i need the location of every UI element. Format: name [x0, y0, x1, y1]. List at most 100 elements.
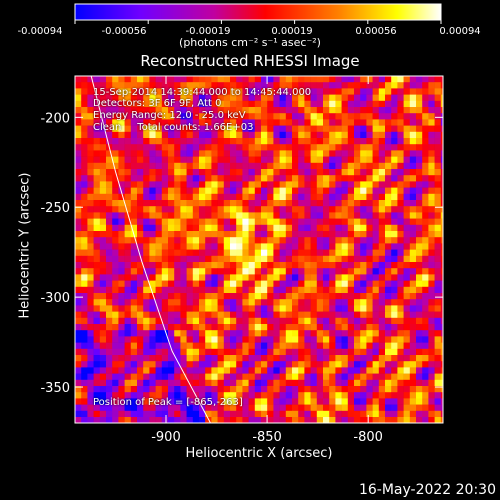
heatmap-cell: [397, 150, 404, 157]
heatmap-cell: [174, 144, 181, 151]
heatmap-cell: [267, 193, 274, 201]
heatmap-cell: [137, 255, 144, 263]
heatmap-cell: [397, 286, 404, 294]
heatmap-cell: [248, 330, 256, 337]
heatmap-cell: [391, 206, 398, 213]
heatmap-cell: [93, 348, 101, 356]
heatmap-cell: [428, 293, 435, 300]
heatmap-cell: [192, 324, 200, 331]
heatmap-cell: [199, 138, 206, 145]
heatmap-cell: [192, 386, 200, 393]
heatmap-cell: [248, 243, 256, 250]
heatmap-cell: [372, 100, 380, 108]
heatmap-cell: [298, 138, 305, 145]
heatmap-cell: [385, 212, 392, 219]
heatmap-cell: [310, 317, 318, 325]
heatmap-cell: [75, 336, 82, 343]
heatmap-cell: [403, 249, 411, 257]
heatmap-cell: [106, 212, 113, 219]
heatmap-cell: [323, 218, 330, 226]
heatmap-cell: [434, 410, 442, 418]
heatmap-cell: [391, 255, 398, 263]
heatmap-cell: [230, 218, 237, 226]
heatmap-cell: [304, 417, 311, 423]
heatmap-cell: [99, 317, 107, 325]
heatmap-cell: [261, 392, 268, 399]
heatmap-cell: [205, 218, 212, 226]
heatmap-cell: [87, 249, 94, 257]
colorbar-tick-label: -0.00094: [18, 26, 63, 37]
heatmap-cell: [285, 367, 293, 374]
heatmap-cell: [440, 169, 443, 176]
heatmap-cell: [168, 76, 175, 83]
heatmap-cell: [199, 342, 206, 350]
heatmap-cell: [347, 392, 355, 399]
heatmap-cell: [310, 293, 318, 300]
heatmap-cell: [310, 299, 318, 306]
heatmap-cell: [422, 398, 429, 405]
heatmap-cell: [261, 268, 268, 275]
heatmap-cell: [298, 311, 305, 319]
heatmap-cell: [242, 243, 249, 250]
heatmap-cell: [366, 355, 373, 362]
heatmap-cell: [397, 373, 404, 381]
heatmap-cell: [137, 107, 144, 114]
heatmap-cell: [378, 311, 386, 319]
heatmap-cell: [137, 417, 144, 423]
colorbar-tick-label: -0.00019: [186, 26, 231, 37]
heatmap-cell: [236, 311, 243, 319]
heatmap-cell: [137, 243, 144, 250]
heatmap-cell: [205, 237, 212, 244]
heatmap-cell: [223, 293, 231, 300]
heatmap-cell: [354, 100, 361, 108]
heatmap-cell: [292, 386, 299, 393]
heatmap-cell: [323, 311, 330, 319]
heatmap-cell: [124, 336, 132, 343]
heatmap-cell: [137, 100, 144, 108]
heatmap-cell: [323, 398, 330, 405]
heatmap-cell: [316, 311, 324, 319]
heatmap-cell: [329, 255, 336, 263]
heatmap-cell: [199, 169, 206, 176]
heatmap-cell: [168, 336, 175, 343]
heatmap-cell: [273, 299, 280, 306]
heatmap-cell: [366, 82, 373, 89]
heatmap-cell: [236, 336, 243, 343]
heatmap-cell: [422, 187, 429, 195]
heatmap-cell: [409, 200, 417, 207]
heatmap-cell: [242, 373, 249, 381]
heatmap-cell: [397, 330, 404, 337]
heatmap-cell: [304, 299, 311, 306]
heatmap-cell: [409, 410, 417, 418]
heatmap-cell: [378, 243, 386, 250]
heatmap-cell: [341, 200, 349, 207]
heatmap-cell: [99, 107, 107, 114]
heatmap-cell: [335, 367, 342, 374]
heatmap-cell: [298, 212, 305, 219]
heatmap-cell: [267, 404, 274, 412]
heatmap-cell: [180, 107, 187, 114]
heatmap-cell: [391, 317, 398, 325]
heatmap-cell: [298, 113, 305, 120]
y-axis-label: Heliocentric Y (arcsec): [17, 172, 33, 319]
heatmap-cell: [75, 237, 82, 244]
heatmap-cell: [230, 156, 237, 164]
heatmap-cell: [385, 311, 392, 319]
heatmap-cell: [378, 299, 386, 306]
heatmap-cell: [149, 268, 156, 275]
heatmap-cell: [143, 193, 150, 201]
heatmap-cell: [87, 162, 94, 170]
heatmap-cell: [378, 417, 386, 423]
heatmap-cell: [230, 144, 237, 151]
heatmap-cell: [372, 305, 380, 312]
heatmap-cell: [416, 305, 423, 312]
heatmap-cell: [124, 218, 132, 226]
heatmap-cell: [428, 280, 435, 288]
heatmap-cell: [341, 299, 349, 306]
heatmap-cell: [180, 379, 187, 387]
heatmap-cell: [422, 299, 429, 306]
heatmap-cell: [124, 311, 132, 319]
heatmap-cell: [143, 410, 150, 418]
heatmap-cell: [106, 286, 113, 294]
heatmap-cell: [416, 113, 423, 120]
